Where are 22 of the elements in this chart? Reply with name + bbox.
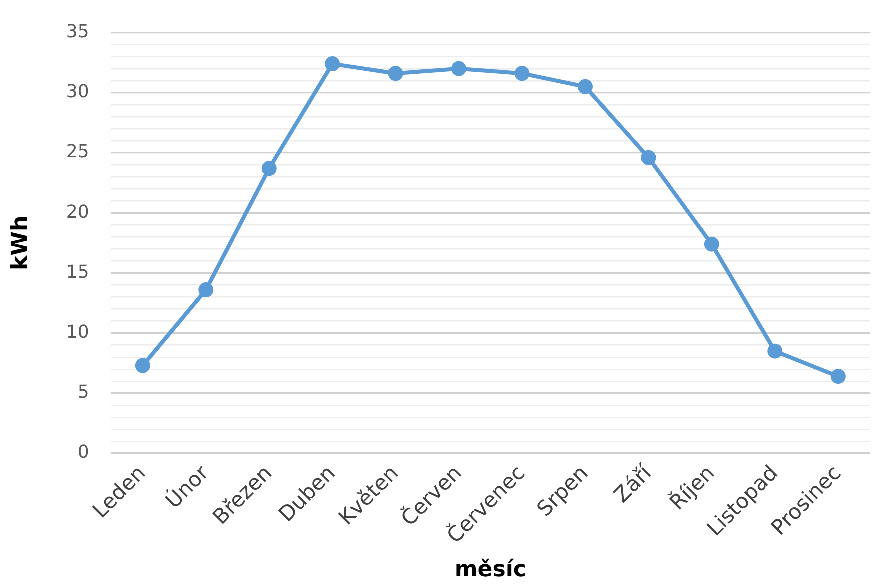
y-tick-label: 15	[66, 262, 90, 283]
point	[262, 161, 277, 176]
point	[325, 56, 340, 72]
y-tick-label: 0	[78, 442, 90, 464]
point	[135, 358, 150, 374]
y-tick-label: 30	[66, 82, 90, 103]
point	[768, 344, 783, 359]
y-tick-label: 25	[66, 142, 90, 163]
point	[198, 282, 214, 298]
y-tick-label: 20	[66, 202, 90, 223]
point	[514, 66, 530, 82]
y-tick-label: 35	[66, 21, 90, 42]
point	[578, 79, 593, 94]
point	[641, 150, 656, 166]
point	[830, 369, 846, 384]
y-tick-label: 10	[66, 322, 90, 343]
point	[388, 66, 404, 82]
y-axis-title: kWh	[8, 216, 33, 270]
point	[704, 236, 720, 252]
point	[452, 61, 467, 76]
y-tick-label: 5	[78, 382, 90, 404]
x-axis-title: měsíc	[454, 558, 526, 583]
